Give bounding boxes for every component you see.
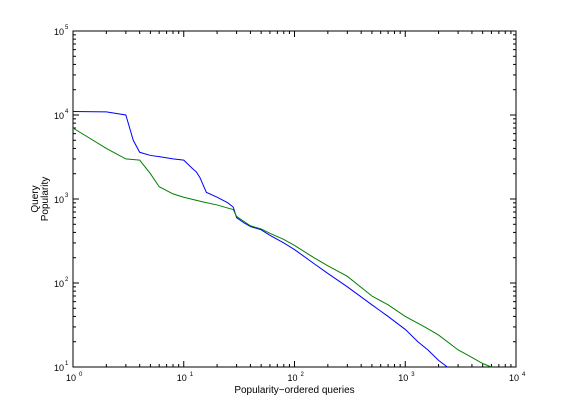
series-layer — [72, 111, 492, 368]
ticks-layer — [73, 31, 516, 367]
x-tick-exponent: 4 — [522, 372, 526, 378]
y-tick-exponent: 3 — [65, 193, 69, 199]
y-tick-label: 10 — [54, 111, 64, 121]
y-tick-label: 10 — [54, 195, 64, 205]
plot-area — [72, 30, 517, 368]
y-tick-label: 10 — [54, 279, 64, 289]
series-line-2 — [72, 127, 492, 368]
x-tick-label: 10 — [66, 373, 76, 383]
y-tick-exponent: 1 — [65, 361, 69, 367]
x-tick-exponent: 2 — [301, 372, 305, 378]
y-axis-title-line-2: Popularity — [40, 177, 51, 221]
x-tick-exponent: 3 — [411, 372, 415, 378]
y-axis-title-line-1: Query — [30, 185, 41, 212]
x-tick-label: 10 — [398, 373, 408, 383]
x-tick-label: 10 — [287, 373, 297, 383]
x-tick-exponent: 1 — [190, 372, 194, 378]
x-tick-label: 10 — [509, 373, 519, 383]
y-tick-label: 10 — [54, 27, 64, 37]
y-tick-label: 10 — [54, 363, 64, 373]
y-tick-exponent: 2 — [65, 277, 69, 283]
x-axis-title: Popularity−ordered queries — [234, 385, 354, 396]
series-line-1 — [72, 111, 448, 368]
y-tick-exponent: 5 — [65, 25, 69, 31]
x-tick-exponent: 0 — [79, 372, 83, 378]
y-tick-exponent: 4 — [65, 109, 69, 115]
labels-layer: 10 0 10 1 10 2 10 3 10 410 110 210 310 410 5 — [54, 25, 526, 383]
x-tick-label: 10 — [177, 373, 187, 383]
